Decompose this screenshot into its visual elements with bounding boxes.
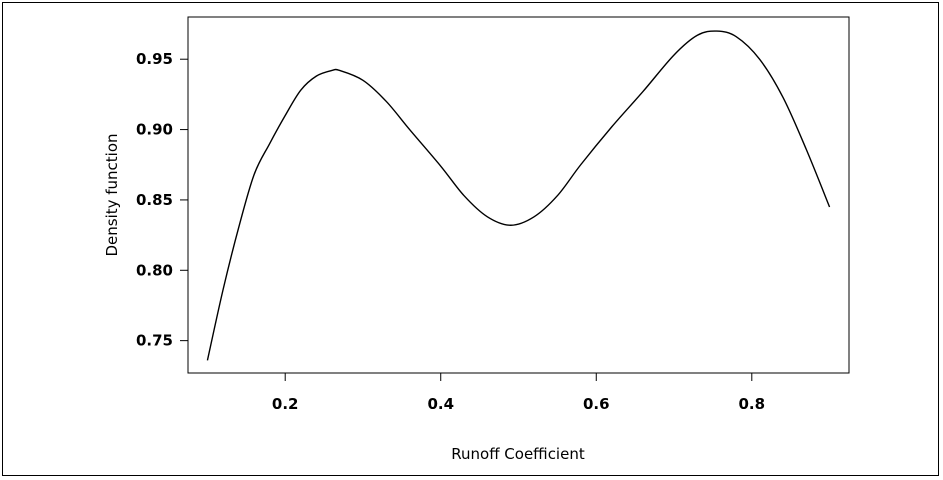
- y-axis-title: Density function: [103, 133, 121, 256]
- x-tick-label: 0.6: [583, 395, 610, 413]
- x-axis-title: Runoff Coefficient: [451, 445, 585, 463]
- y-tick-label: 0.95: [136, 50, 173, 68]
- y-tick-label: 0.75: [136, 332, 173, 350]
- y-tick-label: 0.90: [136, 121, 173, 139]
- y-axis: 0.75 0.80 0.85 0.90 0.95: [136, 50, 188, 350]
- y-tick-label: 0.80: [136, 261, 173, 279]
- y-tick-label: 0.85: [136, 191, 173, 209]
- plot-area-border: [187, 16, 850, 374]
- x-tick-label: 0.2: [272, 395, 299, 413]
- x-tick-label: 0.8: [739, 395, 766, 413]
- density-curve: [206, 30, 831, 361]
- x-axis: 0.2 0.4 0.6 0.8: [272, 373, 765, 413]
- x-tick-label: 0.4: [427, 395, 454, 413]
